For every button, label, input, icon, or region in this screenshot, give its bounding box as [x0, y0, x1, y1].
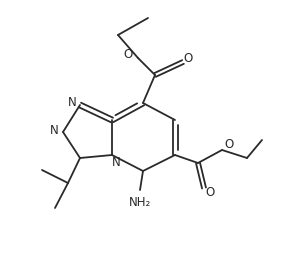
Text: O: O [123, 49, 133, 61]
Text: N: N [67, 95, 76, 109]
Text: N: N [50, 125, 58, 137]
Text: O: O [224, 139, 234, 151]
Text: NH₂: NH₂ [129, 196, 151, 210]
Text: N: N [112, 155, 120, 169]
Text: O: O [206, 185, 215, 199]
Text: O: O [183, 51, 193, 65]
